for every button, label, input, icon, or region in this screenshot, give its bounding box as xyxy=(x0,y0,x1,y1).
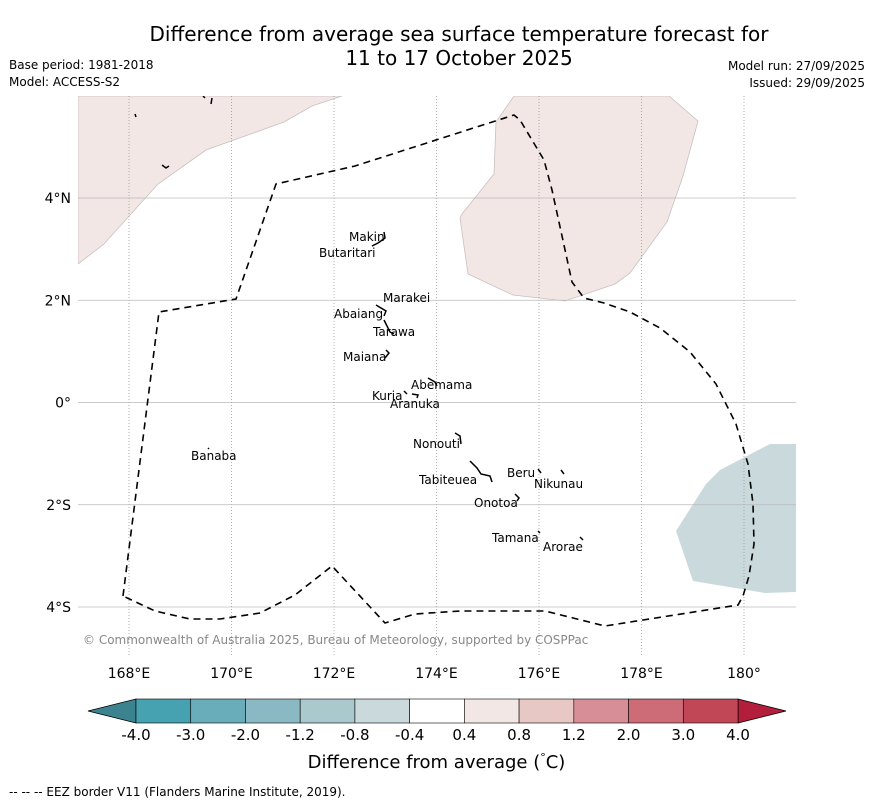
island-label: Tabiteuea xyxy=(418,473,477,487)
colorbar-tick-label: 0.8 xyxy=(507,726,531,744)
colorbar-tick-label: 3.0 xyxy=(671,726,695,744)
x-axis-ticks: 168°E 170°E 172°E 174°E 176°E 178°E 180° xyxy=(108,666,761,682)
island-label: Aranuka xyxy=(390,397,440,411)
colorbar-tick-label: 1.2 xyxy=(562,726,586,744)
island-outline xyxy=(207,447,210,450)
island-label: Makin xyxy=(349,230,385,244)
colorbar-segment xyxy=(190,698,246,724)
y-tick-label: 4°N xyxy=(45,191,71,207)
island-label: Marakei xyxy=(383,291,430,305)
island-label: Tamana xyxy=(491,531,539,545)
island-label: Banaba xyxy=(191,449,237,463)
island-label: Kuria xyxy=(372,389,403,403)
x-tick-label: 176°E xyxy=(518,666,561,682)
island-outline xyxy=(375,304,387,317)
warm-region-northwest xyxy=(78,96,343,265)
colorbar-tick-label: 4.0 xyxy=(726,726,750,744)
colorbar-segment xyxy=(518,698,575,724)
island-outline xyxy=(579,536,584,541)
y-tick-label: 4°S xyxy=(46,600,71,616)
colorbar-under-arrow xyxy=(87,698,137,724)
title-line-2: 11 to 17 October 2025 xyxy=(345,46,573,70)
colorbar-title-pre: Difference from average ( xyxy=(307,752,541,773)
cool-region-southeast xyxy=(676,444,796,593)
island-outline xyxy=(134,113,137,118)
island-outline xyxy=(371,231,386,247)
y-tick-label: 0° xyxy=(55,396,71,412)
y-axis-ticks: 4°N 2°N 0° 2°S 4°S xyxy=(45,191,72,616)
island-outline xyxy=(403,390,408,395)
x-tick-label: 180° xyxy=(727,666,761,682)
island-outline xyxy=(560,469,565,475)
island-label: Tarawa xyxy=(372,325,415,339)
island-outline xyxy=(427,377,438,387)
x-tick-label: 168°E xyxy=(108,666,151,682)
model-name: Model: ACCESS-S2 xyxy=(9,75,121,89)
chart-title: Difference from average sea surface temp… xyxy=(0,22,873,70)
island-outline xyxy=(537,468,542,474)
colorbar-tick-label: -1.2 xyxy=(286,726,315,744)
island-outline xyxy=(469,460,493,483)
colorbar-tick-label: -2.0 xyxy=(231,726,260,744)
colorbar-segment xyxy=(682,698,739,724)
issued-date: Issued: 29/09/2025 xyxy=(749,76,865,90)
colorbar-tick-label: -4.0 xyxy=(121,726,150,744)
island-label: Nikunau xyxy=(534,477,583,491)
island-outline xyxy=(537,530,541,534)
meta-right: Model run: 27/09/2025 Issued: 29/09/2025 xyxy=(728,58,865,92)
island-label: Maiana xyxy=(343,350,386,364)
title-line-1: Difference from average sea surface temp… xyxy=(149,22,769,46)
colorbar-tick-label: -0.8 xyxy=(340,726,369,744)
colorbar-title-post: C) xyxy=(545,752,566,773)
island-outline xyxy=(161,164,170,169)
gridlines xyxy=(78,96,796,656)
colorbar-over-arrow xyxy=(737,698,787,724)
island-outline xyxy=(514,493,520,502)
colorbar-segment xyxy=(409,698,465,724)
eez-border xyxy=(122,114,755,627)
degree-symbol: ° xyxy=(540,751,546,764)
colorbar-segment xyxy=(464,698,520,724)
island-outline xyxy=(411,393,419,399)
island-label: Beru xyxy=(507,466,535,480)
colorbar-segment xyxy=(299,698,356,724)
colorbar-segment xyxy=(573,698,629,724)
island-label: Abaiang xyxy=(334,307,383,321)
eez-footnote: -- -- -- EEZ border V11 (Flanders Marine… xyxy=(9,785,346,799)
colorbar-segment xyxy=(135,698,192,724)
colorbar-segment xyxy=(354,698,410,724)
x-tick-label: 174°E xyxy=(415,666,458,682)
island-label: Nonouti xyxy=(413,437,460,451)
island-outline xyxy=(384,349,391,359)
x-tick-label: 170°E xyxy=(210,666,253,682)
island-outline xyxy=(454,432,462,445)
warm-region-north xyxy=(459,96,699,302)
island-label: Onotoa xyxy=(474,496,518,510)
y-tick-label: 2°S xyxy=(46,498,71,514)
colorbar-tick-label: 0.4 xyxy=(452,726,476,744)
colorbar-title: Difference from average (°C) xyxy=(0,751,873,773)
base-period: Base period: 1981-2018 xyxy=(9,58,154,72)
island-label: Butaritari xyxy=(319,246,376,260)
colorbar-tick-label: -0.4 xyxy=(395,726,424,744)
island-label: Arorae xyxy=(543,540,583,554)
island-outline xyxy=(383,319,395,335)
model-run-date: Model run: 27/09/2025 xyxy=(727,59,865,73)
meta-left: Base period: 1981-2018 Model: ACCESS-S2 xyxy=(9,57,154,91)
island-outline xyxy=(210,97,213,105)
copyright-text: © Commonwealth of Australia 2025, Bureau… xyxy=(83,633,588,647)
island-label: Abemama xyxy=(411,378,472,392)
island-outline xyxy=(202,96,206,99)
colorbar: -4.0 -3.0 -2.0 -1.2 -0.8 -0.4 0.4 0.8 1.2 2.0 3.0 4… xyxy=(87,698,787,744)
y-tick-label: 2°N xyxy=(45,293,71,309)
x-tick-label: 172°E xyxy=(313,666,356,682)
x-tick-label: 178°E xyxy=(620,666,663,682)
colorbar-tick-label: -3.0 xyxy=(176,726,205,744)
colorbar-tick-label: 2.0 xyxy=(617,726,641,744)
colorbar-segment xyxy=(628,698,684,724)
colorbar-segment xyxy=(245,698,301,724)
